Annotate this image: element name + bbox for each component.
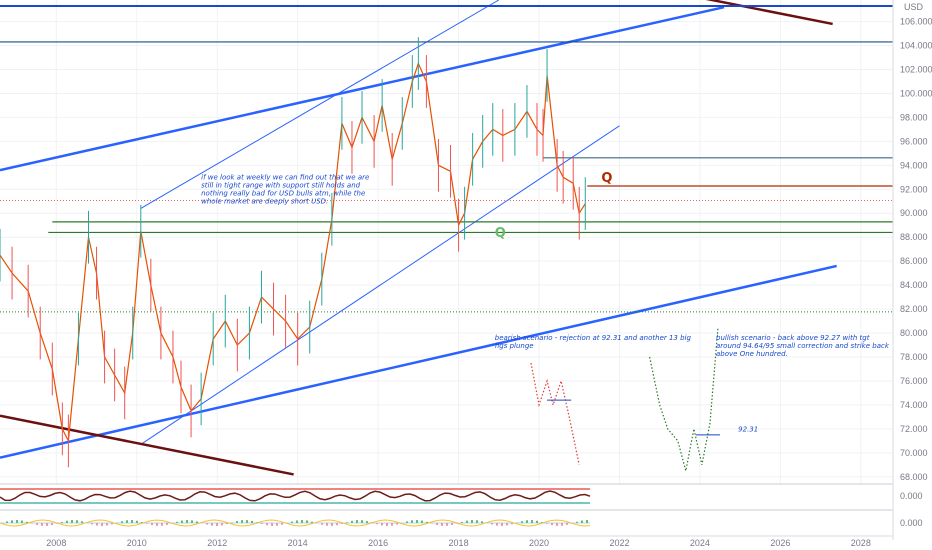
annotation-line: bearish scenario - rejection at 92.31 an…: [495, 334, 692, 342]
annotation-note[interactable]: bullish scenario - back above 92.27 with…: [716, 334, 890, 358]
x-tick-label: 2020: [529, 538, 549, 548]
oscillator-axis-label: 0.000: [900, 491, 923, 501]
price-series-layer: [0, 37, 586, 468]
annotation-line: nothing really bad for USD bulls atm, wh…: [201, 190, 365, 198]
y-tick-label: 68.000: [900, 472, 928, 482]
y-tick-label: 72.000: [900, 424, 928, 434]
y-tick-label: 70.000: [900, 448, 928, 458]
price-series-line[interactable]: [0, 61, 586, 444]
y-tick-label: 90.000: [900, 208, 928, 218]
resistance-marker-icon: Q: [601, 171, 612, 186]
annotation-line: still in tight range with support still …: [201, 182, 361, 190]
annotation-line: figs plunge: [495, 342, 534, 350]
y-tick-label: 98.000: [900, 112, 928, 122]
x-tick-label: 2028: [851, 538, 871, 548]
annotation-note[interactable]: if we look at weekly we can find out tha…: [201, 174, 369, 206]
y-tick-label: 76.000: [900, 376, 928, 386]
annotations-layer: if we look at weekly we can find out tha…: [201, 174, 890, 359]
x-tick-label: 2026: [770, 538, 790, 548]
support-marker-icon: Q: [495, 226, 506, 241]
y-tick-label: 80.000: [900, 328, 928, 338]
indicator-panes: [0, 483, 893, 536]
y-tick-label: 78.000: [900, 352, 928, 362]
y-tick-label: 74.000: [900, 400, 928, 410]
lower-channel-trendline[interactable]: [0, 264, 837, 459]
macd-signal-line: [0, 519, 591, 527]
trendlines-layer: [0, 0, 893, 476]
y-tick-label: 94.000: [900, 160, 928, 170]
x-tick-label: 2010: [127, 538, 147, 548]
annotation-line: whole market are deeply short USD.: [201, 198, 328, 206]
x-tick-label: 2014: [288, 538, 308, 548]
price-axis[interactable]: USD 68.000 70.000 72.000 74.000 76.000 78.000…: [892, 0, 932, 550]
y-tick-label: 86.000: [900, 256, 928, 266]
annotation-line: bullish scenario - back above 92.27 with…: [716, 334, 870, 342]
x-tick-label: 2022: [609, 538, 629, 548]
y-tick-label: 106.000: [900, 17, 932, 27]
currency-label: USD: [904, 2, 924, 12]
y-tick-label: 82.000: [900, 304, 928, 314]
inner-channel-upper-line[interactable]: [140, 0, 500, 209]
x-tick-label: 2018: [449, 538, 469, 548]
grid-lines: [0, 0, 893, 536]
y-tick-label: 102.000: [900, 64, 932, 74]
bullish-scenario-level-label: 92.31: [738, 425, 758, 433]
annotation-note[interactable]: bearish scenario - rejection at 92.31 an…: [495, 334, 692, 350]
bullish-scenario-path[interactable]: [649, 327, 719, 471]
annotation-line: above One hundred.: [716, 350, 788, 358]
oscillator-line: [0, 490, 591, 502]
y-tick-label: 104.000: [900, 41, 932, 51]
x-tick-label: 2024: [690, 538, 710, 548]
annotation-line: if we look at weekly we can find out tha…: [201, 174, 369, 182]
time-axis[interactable]: 2008 2010 2012 2014 2016 2018 2020 2022 2024 2026…: [0, 535, 893, 548]
x-tick-label: 2012: [207, 538, 227, 548]
y-tick-label: 100.000: [900, 88, 932, 98]
inner-channel-lower-line[interactable]: [140, 125, 620, 445]
y-tick-label: 88.000: [900, 232, 928, 242]
annotation-line: around 94.64/95 small correction and str…: [716, 342, 890, 350]
long-term-resistance-line-low[interactable]: [0, 414, 294, 476]
long-term-resistance-line-high[interactable]: [700, 0, 833, 26]
x-tick-label: 2008: [46, 538, 66, 548]
bearish-scenario-path[interactable]: [530, 362, 580, 465]
price-axis-background: [893, 0, 932, 550]
y-tick-label: 96.000: [900, 136, 928, 146]
upper-channel-trendline[interactable]: [0, 5, 725, 172]
macd-axis-label: 0.000: [900, 518, 923, 528]
y-tick-label: 92.000: [900, 184, 928, 194]
y-tick-label: 84.000: [900, 280, 928, 290]
x-tick-label: 2016: [368, 538, 388, 548]
